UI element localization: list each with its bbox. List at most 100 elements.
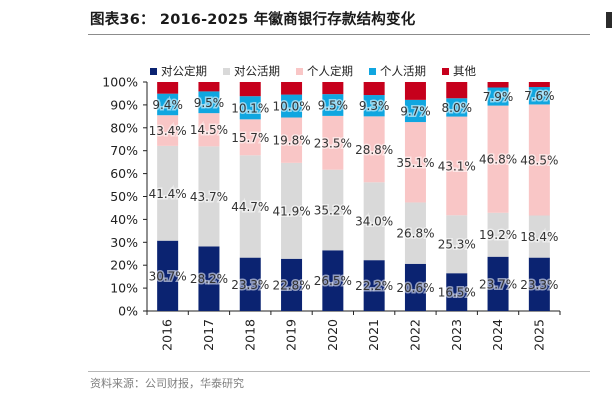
- data-label: 35.2%: [314, 204, 352, 218]
- bar-segment: [363, 116, 385, 183]
- legend-label: 个人定期: [307, 64, 353, 78]
- bar-segment: [446, 82, 468, 99]
- bar-segment: [198, 91, 220, 114]
- y-tick-label: 0%: [118, 304, 138, 319]
- bar-segment: [157, 115, 179, 146]
- x-tick-label: 2017: [201, 319, 216, 351]
- y-tick-label: 20%: [110, 258, 138, 273]
- legend-swatch: [369, 67, 376, 75]
- data-label: 22.8%: [272, 278, 310, 292]
- bar-segment: [487, 212, 509, 257]
- bar-segment: [487, 105, 509, 213]
- bar-segment: [198, 82, 220, 92]
- y-tick-label: 90%: [110, 97, 138, 112]
- x-tick-label: 2023: [449, 319, 464, 351]
- data-label: 9.4%: [152, 98, 183, 112]
- y-tick-label: 80%: [110, 120, 138, 135]
- data-label: 30.7%: [149, 269, 187, 283]
- legend-swatch: [442, 67, 449, 75]
- bar-segment: [281, 162, 303, 259]
- bar-segment: [239, 96, 261, 120]
- x-tick-label: 2016: [160, 319, 175, 351]
- bar-segment: [404, 82, 426, 100]
- bar-segment: [446, 116, 468, 216]
- legend-swatch: [150, 67, 157, 75]
- data-label: 8.0%: [442, 101, 473, 115]
- bar-segment: [198, 246, 220, 311]
- data-label: 34.0%: [355, 215, 393, 229]
- data-label: 43.1%: [438, 159, 476, 173]
- bar-segment: [487, 82, 509, 88]
- y-tick-label: 40%: [110, 212, 138, 227]
- bar-segment: [404, 99, 426, 123]
- legend-label: 对公活期: [234, 64, 280, 78]
- bar-segment: [322, 169, 344, 251]
- bar-segment: [363, 95, 385, 117]
- legend-swatch: [296, 67, 303, 75]
- bar-segment: [446, 273, 468, 311]
- data-label: 41.4%: [149, 187, 187, 201]
- data-label: 23.5%: [314, 136, 352, 150]
- bar-segment: [157, 240, 179, 311]
- data-label: 44.7%: [231, 200, 269, 214]
- bar-segment: [157, 82, 179, 94]
- bar-segment: [322, 94, 344, 116]
- bar-segment: [446, 215, 468, 274]
- data-label: 28.2%: [190, 272, 228, 286]
- x-tick-label: 2018: [242, 319, 257, 351]
- bar-segment: [404, 122, 426, 203]
- legend-item: 其他: [442, 63, 476, 79]
- data-label: 25.3%: [438, 238, 476, 252]
- legend-item: 对公定期: [150, 63, 207, 79]
- data-label: 9.7%: [400, 104, 431, 118]
- data-label: 23.7%: [479, 277, 517, 291]
- bar-segment: [322, 82, 344, 95]
- bar-segment: [198, 113, 220, 147]
- data-label: 23.3%: [231, 278, 269, 292]
- bar-segment: [528, 215, 550, 258]
- bar-segment: [281, 258, 303, 311]
- bar-segment: [281, 117, 303, 163]
- chart-legend: 对公定期 对公活期 个人定期 个人活期 其他: [150, 63, 476, 79]
- bar-segment: [404, 263, 426, 311]
- data-label: 28.8%: [355, 143, 393, 157]
- x-tick-label: 2020: [325, 319, 340, 351]
- data-label: 14.5%: [190, 123, 228, 137]
- bar-segment: [363, 82, 385, 96]
- source-divider: [88, 371, 590, 372]
- bar-segment: [157, 145, 179, 241]
- y-tick-label: 60%: [110, 166, 138, 181]
- data-label: 9.5%: [318, 99, 349, 113]
- bar-segment: [239, 82, 261, 97]
- data-label: 7.6%: [524, 89, 555, 103]
- x-tick-label: 2025: [531, 319, 546, 351]
- bar-segment: [528, 257, 550, 311]
- bar-segment: [487, 256, 509, 311]
- data-label: 43.7%: [190, 190, 228, 204]
- bar-segment: [363, 182, 385, 261]
- bar-segment: [528, 87, 550, 105]
- x-tick-label: 2024: [490, 319, 505, 351]
- bar-segment: [239, 257, 261, 311]
- legend-swatch: [223, 67, 230, 75]
- y-tick-label: 10%: [110, 281, 138, 296]
- data-label: 10.1%: [231, 101, 269, 115]
- data-label: 13.4%: [149, 124, 187, 138]
- bar-segment: [157, 93, 179, 116]
- legend-item: 个人定期: [296, 63, 353, 79]
- data-label: 10.0%: [272, 100, 310, 114]
- bar-segment: [446, 98, 468, 117]
- data-label: 26.8%: [396, 227, 434, 241]
- x-tick-label: 2019: [284, 319, 299, 351]
- data-label: 41.9%: [272, 204, 310, 218]
- data-label: 46.8%: [479, 153, 517, 167]
- data-label: 15.7%: [231, 131, 269, 145]
- bar-segment: [363, 260, 385, 311]
- data-label: 9.3%: [359, 99, 390, 113]
- chart-title: 图表36： 2016-2025 年徽商银行存款结构变化: [90, 12, 416, 28]
- bar-segment: [239, 155, 261, 258]
- data-label: 18.4%: [520, 230, 558, 244]
- bar-segment: [281, 94, 303, 118]
- legend-item: 个人活期: [369, 63, 426, 79]
